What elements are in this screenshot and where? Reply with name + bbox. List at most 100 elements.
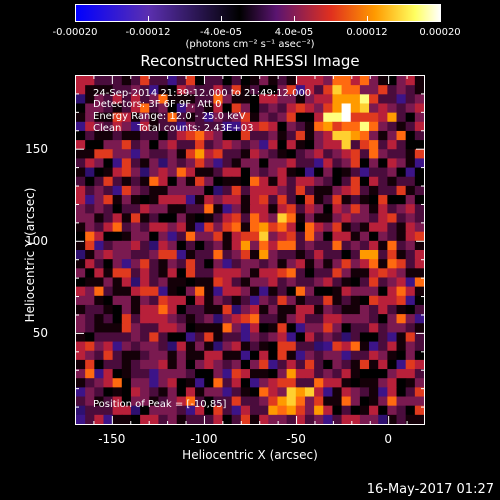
heatmap-cell <box>295 268 306 279</box>
heatmap-cell <box>158 213 169 224</box>
heatmap-cell <box>103 176 114 187</box>
heatmap-cell <box>185 204 196 214</box>
heatmap-cell <box>314 185 324 196</box>
heatmap-cell <box>396 76 407 86</box>
heatmap-cell <box>76 414 86 424</box>
heatmap-cell <box>277 277 288 288</box>
heatmap-cell <box>323 359 334 370</box>
heatmap-cell <box>85 341 95 352</box>
heatmap-cell <box>94 204 105 214</box>
heatmap-cell <box>176 250 187 260</box>
heatmap-cell <box>112 158 123 169</box>
heatmap-cell <box>250 259 260 269</box>
heatmap-cell <box>158 94 169 105</box>
heatmap-cell <box>222 121 233 132</box>
heatmap-cell <box>167 185 178 196</box>
heatmap-cell <box>350 140 361 150</box>
heatmap-cell <box>369 167 379 178</box>
heatmap-cell <box>176 286 187 297</box>
heatmap-cell <box>323 149 334 160</box>
heatmap-cell <box>387 195 398 205</box>
heatmap-cell <box>149 378 160 388</box>
heatmap-cell <box>204 85 214 95</box>
heatmap-cell <box>167 304 178 315</box>
heatmap-cell <box>76 295 86 306</box>
heatmap-cell <box>158 176 169 187</box>
heatmap-cell <box>213 121 224 132</box>
heatmap-cell <box>204 369 214 379</box>
heatmap-cell <box>130 304 141 315</box>
heatmap-cell <box>304 396 315 407</box>
heatmap-cell <box>231 185 242 196</box>
heatmap-cell <box>414 76 424 86</box>
heatmap-cell <box>277 396 288 407</box>
heatmap-cell <box>158 268 169 279</box>
heatmap-cell <box>396 231 407 242</box>
heatmap-cell <box>250 185 260 196</box>
heatmap-cell <box>222 387 233 398</box>
heatmap-cell <box>414 259 424 269</box>
heatmap-cell <box>149 250 160 260</box>
heatmap-cell <box>396 149 407 160</box>
heatmap-cell <box>213 387 224 398</box>
heatmap-cell <box>396 341 407 352</box>
heatmap-cell <box>240 240 251 251</box>
heatmap-cell <box>130 85 141 95</box>
heatmap-cell <box>240 204 251 214</box>
heatmap-cell <box>259 231 269 242</box>
heatmap-cell <box>231 378 242 388</box>
heatmap-cell <box>121 286 132 297</box>
heatmap-cell <box>350 414 361 424</box>
heatmap-cell <box>414 231 424 242</box>
heatmap-cell <box>414 332 424 343</box>
heatmap-cell <box>158 112 169 123</box>
heatmap-cell <box>405 414 416 424</box>
heatmap-cell <box>213 94 224 105</box>
heatmap-cell <box>250 204 260 214</box>
heatmap-cell <box>204 259 214 269</box>
heatmap-cell <box>396 268 407 279</box>
heatmap-cell <box>231 304 242 315</box>
heatmap-cell <box>121 405 132 416</box>
heatmap-cell <box>396 195 407 205</box>
heatmap-cell <box>140 94 150 105</box>
heatmap-cell <box>286 378 297 388</box>
heatmap-cell <box>140 103 150 114</box>
heatmap-cell <box>259 204 269 214</box>
heatmap-cell <box>85 286 95 297</box>
heatmap-cell <box>185 213 196 224</box>
heatmap-cell <box>185 286 196 297</box>
heatmap-cell <box>158 185 169 196</box>
heatmap-cell <box>341 149 352 160</box>
heatmap-cell <box>76 76 86 86</box>
heatmap-cell <box>387 259 398 269</box>
heatmap-cell <box>350 149 361 160</box>
heatmap-cell <box>332 359 343 370</box>
heatmap-cell <box>277 405 288 416</box>
heatmap-cell <box>140 112 150 123</box>
heatmap-cell <box>277 213 288 224</box>
chart-title: Reconstructed RHESSI Image <box>140 52 360 70</box>
heatmap-cell <box>259 332 269 343</box>
heatmap-cell <box>195 76 205 86</box>
heatmap-cell <box>323 286 334 297</box>
heatmap-cell <box>149 94 160 105</box>
heatmap-cell <box>213 130 224 141</box>
heatmap-cell <box>304 359 315 370</box>
heatmap-cell <box>387 268 398 279</box>
heatmap-cell <box>76 94 86 105</box>
heatmap-cell <box>405 130 416 141</box>
heatmap-cell <box>350 396 361 407</box>
heatmap-cell <box>176 378 187 388</box>
heatmap-cell <box>277 140 288 150</box>
heatmap-cell <box>314 195 324 205</box>
heatmap-cell <box>332 405 343 416</box>
heatmap-cell <box>85 204 95 214</box>
heatmap-cell <box>286 341 297 352</box>
heatmap-cell <box>350 323 361 334</box>
heatmap-cell <box>195 140 205 150</box>
heatmap-cell <box>158 277 169 288</box>
heatmap-cell <box>286 396 297 407</box>
heatmap-cell <box>369 130 379 141</box>
heatmap-cell <box>332 304 343 315</box>
